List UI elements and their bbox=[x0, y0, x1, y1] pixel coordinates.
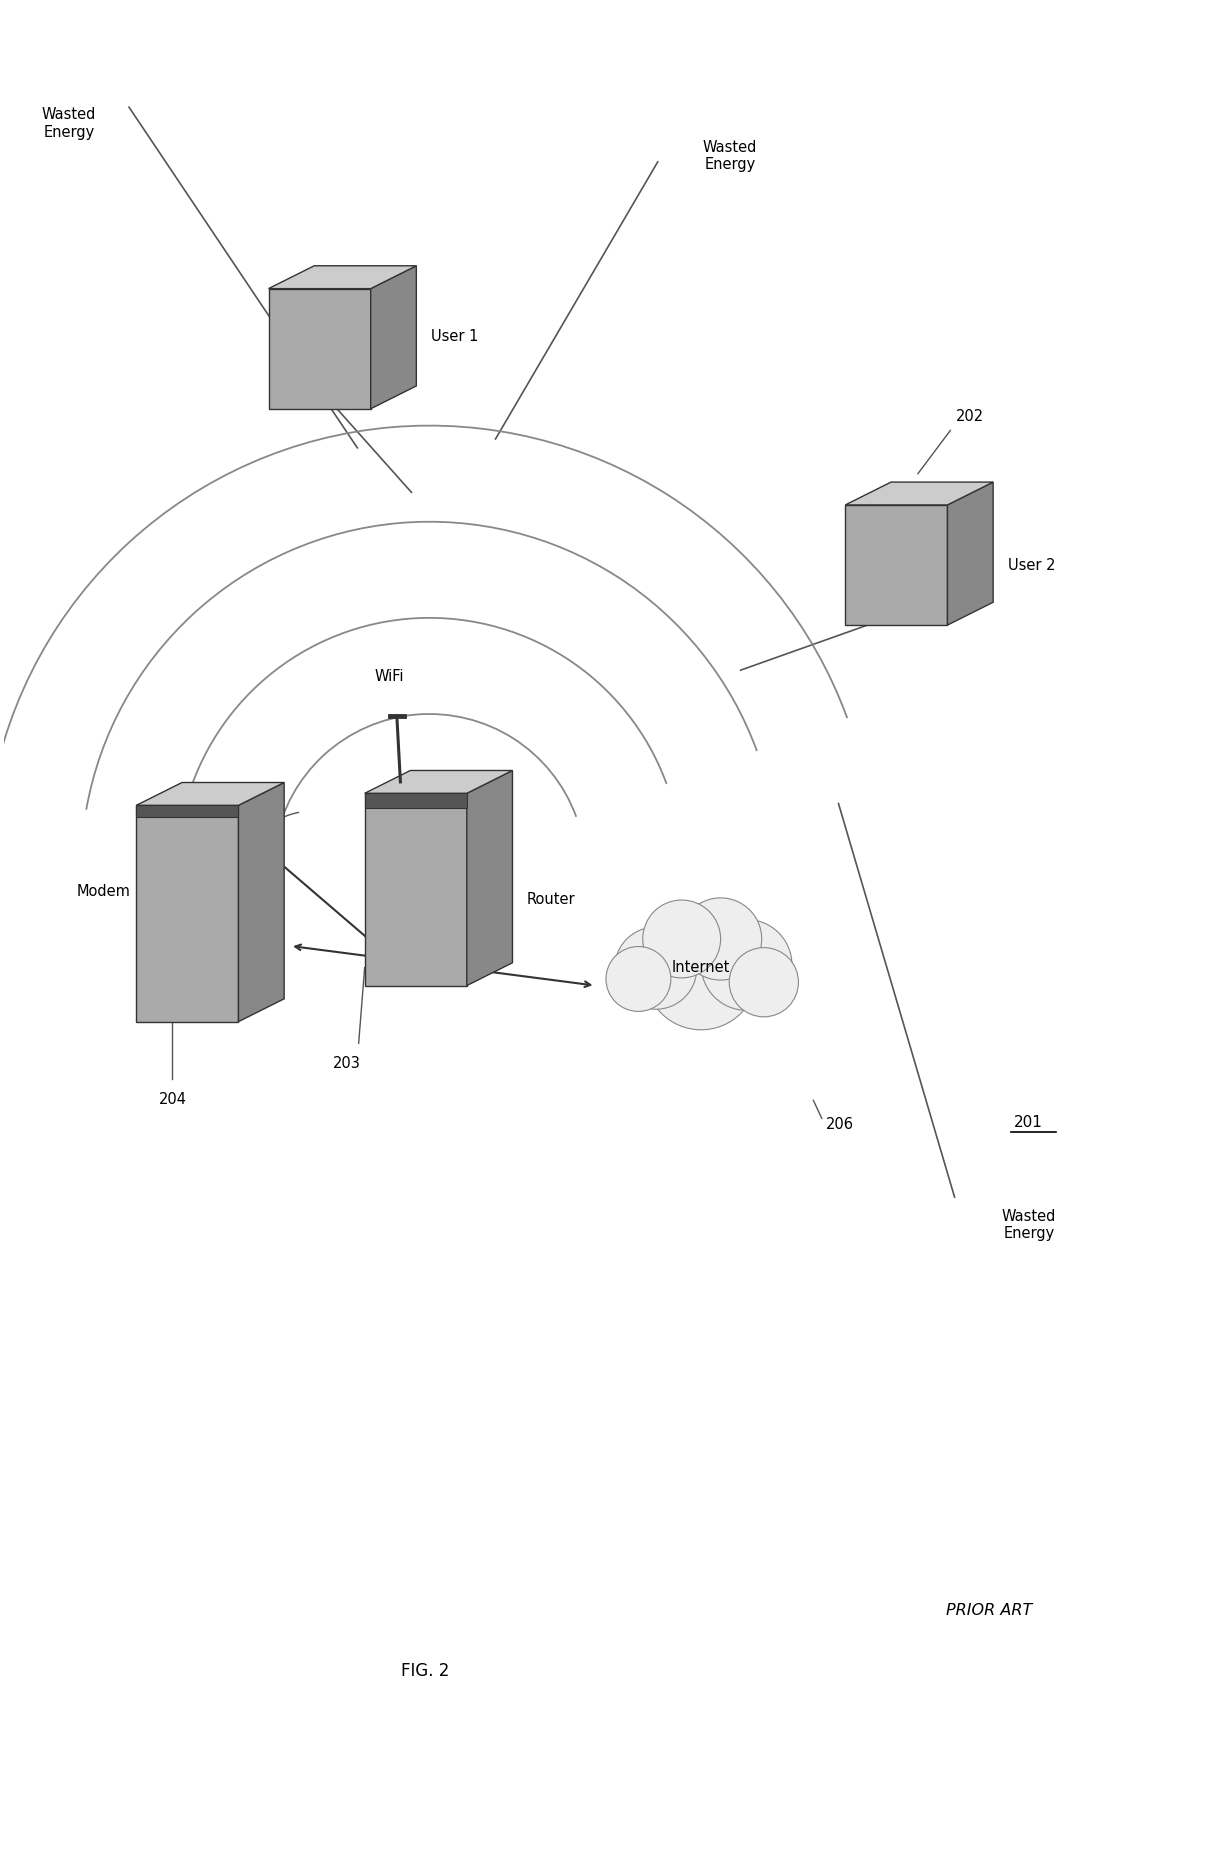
Text: 206: 206 bbox=[825, 1116, 853, 1131]
Circle shape bbox=[680, 898, 762, 979]
Text: Wasted
Energy: Wasted Energy bbox=[1002, 1209, 1056, 1242]
Text: Wasted
Energy: Wasted Energy bbox=[703, 139, 757, 172]
Polygon shape bbox=[846, 481, 993, 505]
Text: 204: 204 bbox=[159, 1092, 186, 1107]
Polygon shape bbox=[269, 267, 416, 289]
Text: PRIOR ART: PRIOR ART bbox=[946, 1603, 1032, 1618]
Text: 202: 202 bbox=[956, 409, 984, 424]
Text: User 1: User 1 bbox=[431, 329, 478, 344]
Polygon shape bbox=[269, 289, 370, 409]
Circle shape bbox=[645, 918, 757, 1029]
Polygon shape bbox=[364, 770, 513, 794]
Polygon shape bbox=[137, 805, 238, 1022]
Circle shape bbox=[606, 946, 670, 1011]
Polygon shape bbox=[947, 481, 993, 626]
Text: WiFi: WiFi bbox=[374, 668, 404, 685]
Polygon shape bbox=[238, 783, 284, 1022]
Text: Wasted
Energy: Wasted Energy bbox=[42, 107, 96, 139]
Circle shape bbox=[730, 948, 799, 1016]
Polygon shape bbox=[364, 794, 467, 807]
Polygon shape bbox=[137, 783, 284, 805]
Polygon shape bbox=[467, 770, 513, 985]
Text: 203: 203 bbox=[333, 1057, 361, 1072]
Text: 201: 201 bbox=[1014, 1114, 1043, 1129]
Text: FIG. 2: FIG. 2 bbox=[401, 1662, 449, 1679]
Circle shape bbox=[701, 920, 793, 1011]
Polygon shape bbox=[846, 505, 947, 626]
Text: Router: Router bbox=[526, 892, 576, 907]
Circle shape bbox=[643, 900, 721, 977]
Text: 205: 205 bbox=[225, 811, 253, 826]
Polygon shape bbox=[137, 805, 238, 818]
Polygon shape bbox=[364, 794, 467, 985]
Text: Internet: Internet bbox=[672, 961, 731, 975]
Circle shape bbox=[615, 927, 697, 1009]
Text: Modem: Modem bbox=[76, 885, 131, 900]
Polygon shape bbox=[370, 267, 416, 409]
Text: User 2: User 2 bbox=[1008, 557, 1055, 572]
